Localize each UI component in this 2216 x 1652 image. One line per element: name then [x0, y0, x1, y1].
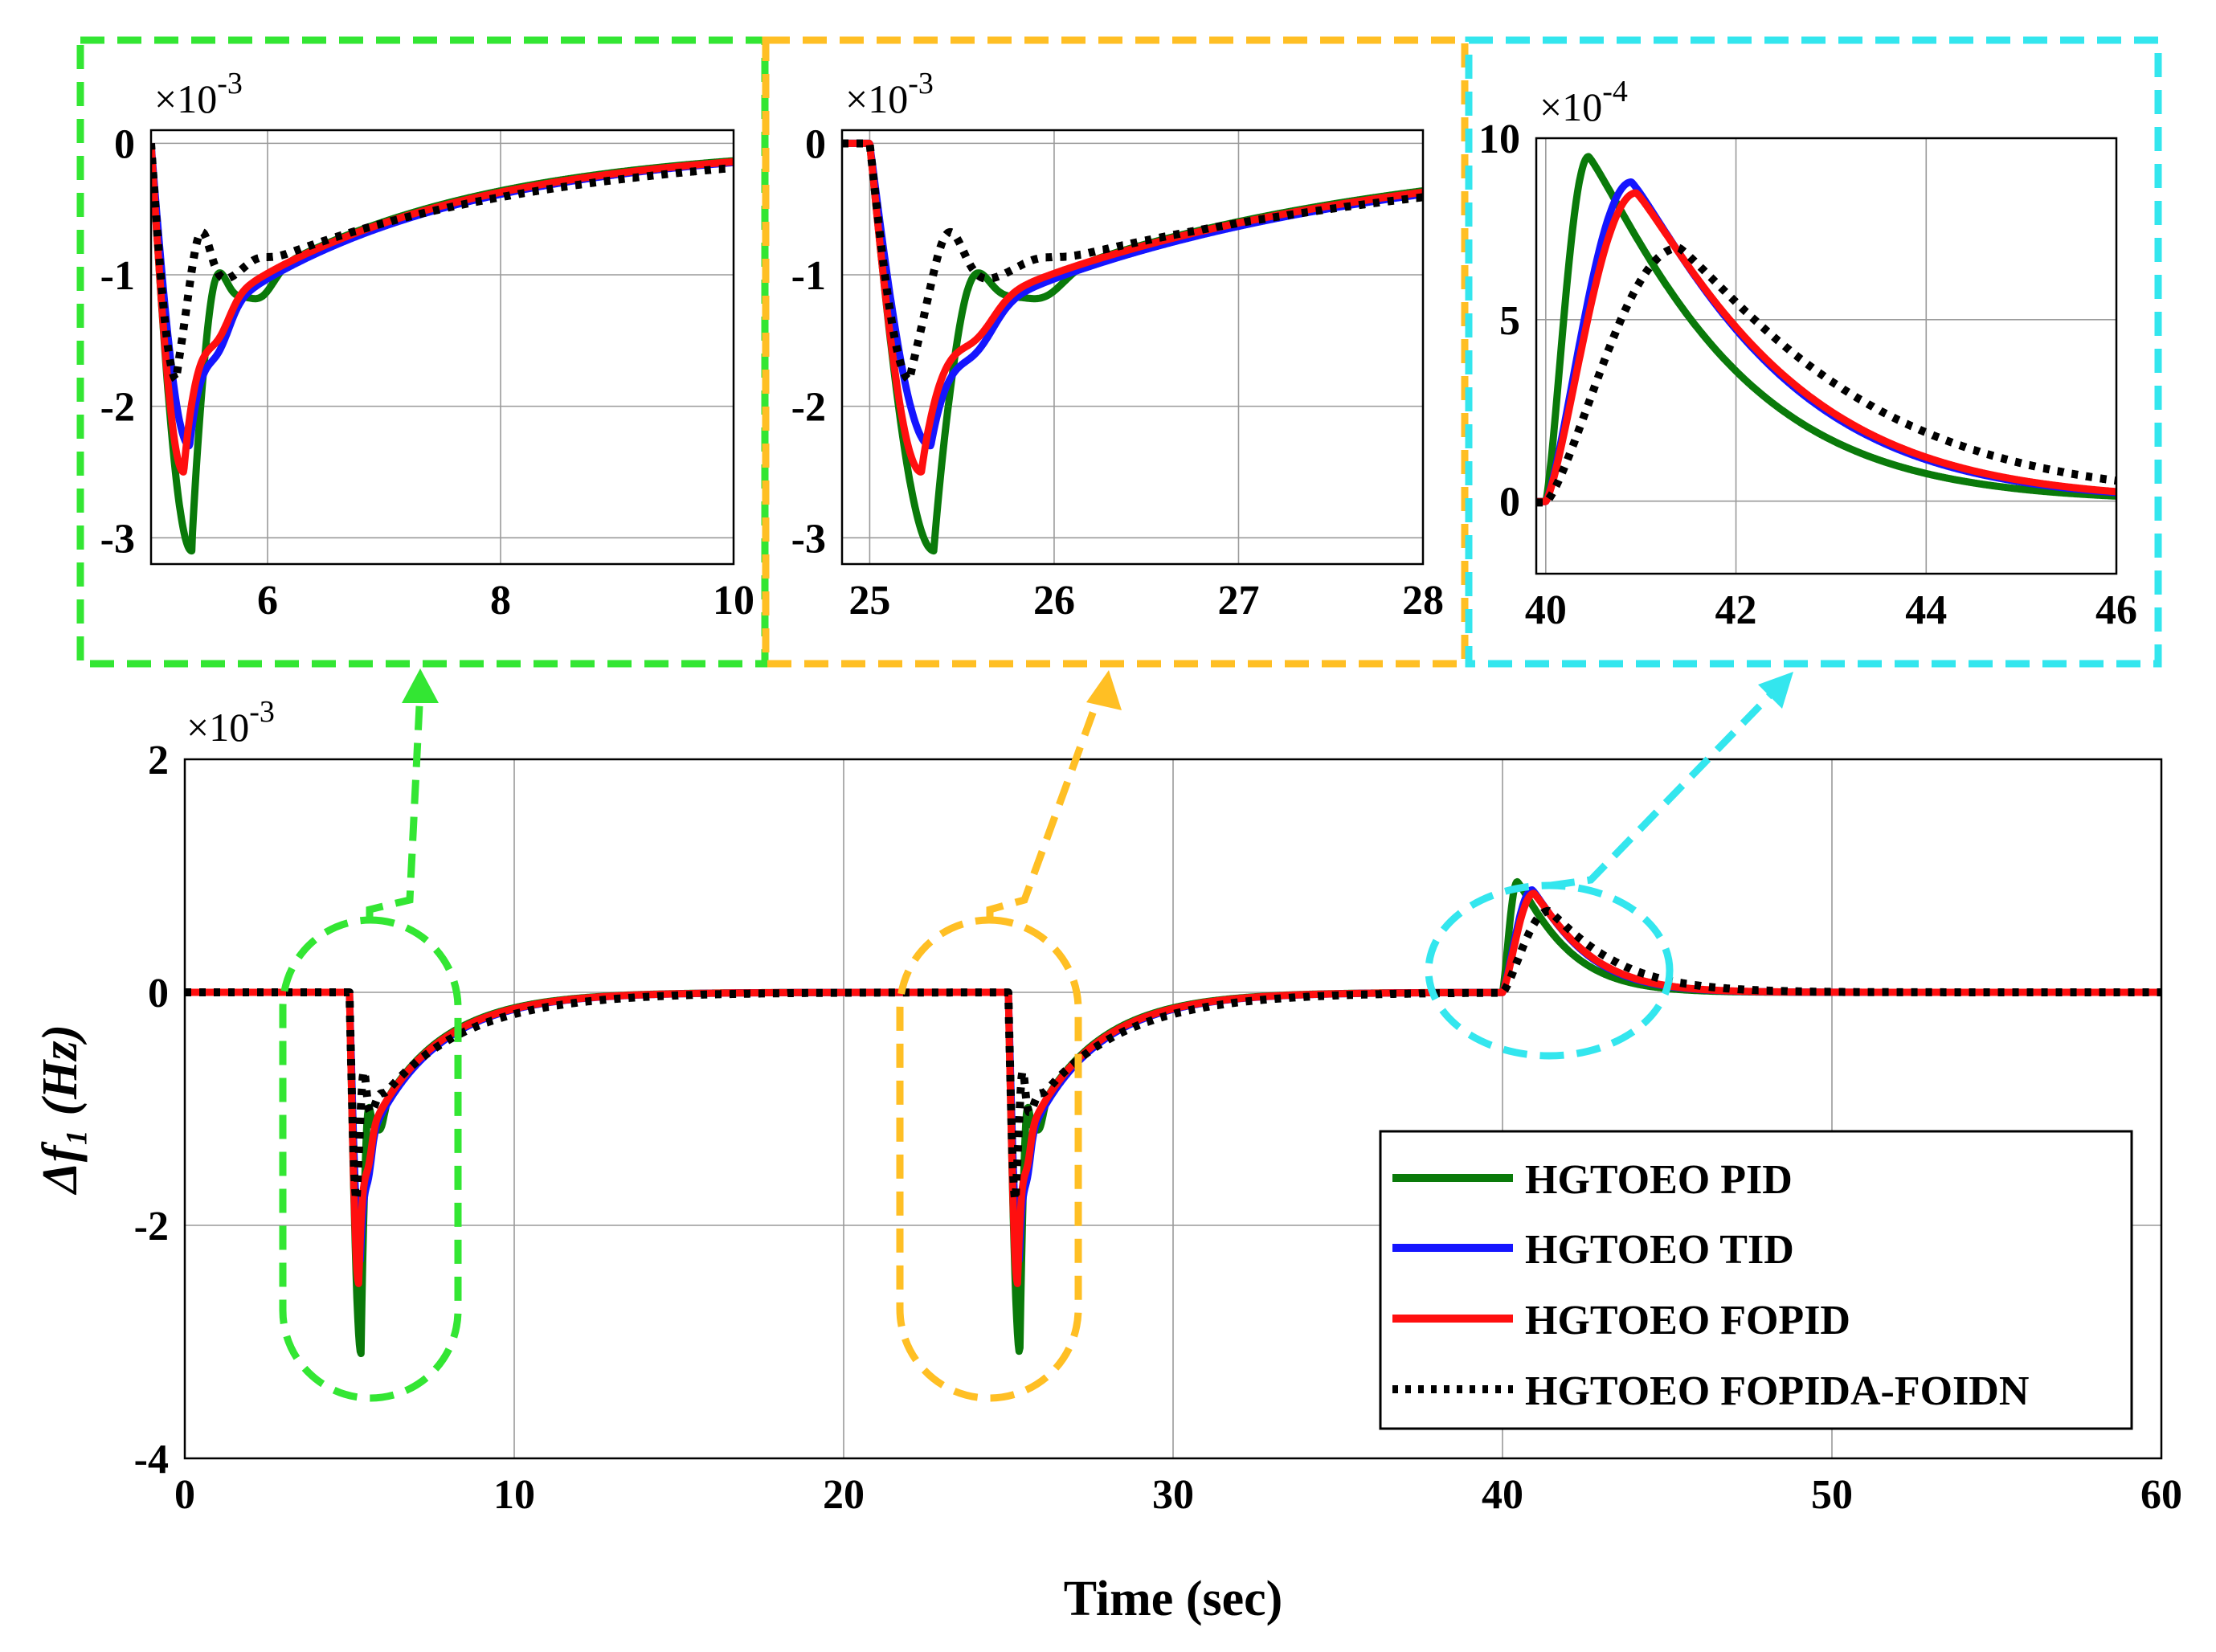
legend-label-fopida: HGTOEO FOPIDA-FOIDN: [1525, 1368, 2029, 1414]
legend: HGTOEO PID HGTOEO TID HGTOEO FOPID HGTOE…: [1379, 1130, 2133, 1430]
main-y-tick-label: -4: [134, 1437, 169, 1482]
zoom1-grid: [151, 130, 734, 564]
zoom1-y-multiplier: ×10-3: [154, 67, 243, 121]
zoom3-x-tick-label: 46: [2095, 587, 2137, 633]
zoom2-x-tick-label: 26: [1033, 578, 1075, 624]
zoom2-plot-frame: [840, 129, 1425, 566]
zoom2-y-multiplier: ×10-3: [845, 67, 934, 121]
zoom-ellipse-cyan: [1425, 881, 1674, 1060]
zoom3-x-tick-label: 40: [1525, 587, 1567, 633]
legend-label-tid: HGTOEO TID: [1525, 1227, 1794, 1273]
zoom1-ticks: 6 8 10 0 -1 -2 -3: [100, 121, 754, 624]
zoom2-y-tick-label: -2: [791, 385, 826, 431]
zoom1-plot-background: [151, 130, 734, 564]
main-x-tick-label: 0: [174, 1472, 195, 1518]
main-x-tick-label: 30: [1152, 1472, 1194, 1518]
zoom3-y-tick-label: 5: [1499, 298, 1520, 344]
zoom2-series-fopida-foidn: [842, 139, 1423, 384]
zoom1-x-tick-label: 6: [257, 578, 278, 624]
zoom2-plot: 25 26 27 28 0 -1 -2 -3 ×10-3: [791, 67, 1444, 624]
zoom3-series-fopida-foidn: [1536, 243, 2116, 507]
zoom1-series: [151, 143, 734, 555]
connector-green: [366, 689, 424, 920]
main-y-tick-label: 2: [148, 738, 169, 783]
zoom2-y-tick-label: -3: [791, 516, 826, 562]
main-series-fopida-foidn: [185, 906, 2161, 1204]
legend-label-pid: HGTOEO PID: [1525, 1157, 1793, 1203]
zoom3-plot: 40 42 44 46 10 5 0 ×10-4: [1478, 75, 2137, 633]
zoom3-ticks: 40 42 44 46 10 5 0: [1478, 117, 2137, 633]
zoom3-y-multiplier: ×10-4: [1539, 75, 1628, 129]
zoom1-series-fopid: [151, 143, 734, 476]
zoom1-series-fopida-foidn: [151, 143, 734, 384]
connector-green-arrowhead-icon: [402, 669, 439, 703]
zoom1-y-tick-label: -1: [100, 253, 135, 299]
connector-cyan: [1550, 686, 1779, 889]
main-x-axis-label: Time (sec): [1064, 1572, 1283, 1626]
zoom3-grid: [1536, 138, 2116, 574]
zoom3-plot-frame: [1535, 137, 2118, 575]
main-x-tick-label: 50: [1811, 1472, 1853, 1518]
zoom2-x-tick-label: 27: [1217, 578, 1259, 624]
zoom2-x-tick-label: 25: [848, 578, 890, 624]
zoom1-x-tick-label: 10: [713, 578, 754, 624]
main-x-tick-label: 60: [2140, 1472, 2182, 1518]
zoom3-series-pid: [1536, 153, 2116, 505]
zoom2-series: [842, 139, 1423, 555]
zoom3-series-fopid: [1536, 189, 2116, 505]
main-x-tick-label: 20: [823, 1472, 865, 1518]
main-ticks: 0 10 20 30 40 50 60 -4 -2 0 2: [134, 738, 2182, 1518]
zoom2-y-tick-label: 0: [805, 121, 826, 167]
zoom-box-cyan: [1465, 36, 2162, 668]
zoom2-series-fopid: [842, 139, 1423, 476]
zoom3-y-tick-label: 0: [1499, 480, 1520, 525]
zoom1-plot-frame: [149, 129, 735, 566]
zoom3-y-tick-label: 10: [1478, 117, 1520, 162]
main-plot-frame: [183, 758, 2163, 1460]
zoom3-x-tick-label: 44: [1905, 587, 1947, 633]
zoom2-x-tick-label: 28: [1402, 578, 1444, 624]
main-x-tick-label: 40: [1482, 1472, 1523, 1518]
zoom1-y-tick-label: -3: [100, 516, 135, 562]
zoom2-ticks: 25 26 27 28 0 -1 -2 -3: [791, 121, 1444, 624]
main-series: [185, 877, 2161, 1357]
connector-orange: [986, 689, 1105, 920]
main-x-tick-label: 10: [493, 1472, 535, 1518]
main-y-tick-label: 0: [148, 971, 169, 1016]
zoom-box-green: [76, 36, 769, 668]
zoom-box-orange: [762, 36, 1469, 668]
main-series-fopid: [185, 889, 2161, 1287]
main-y-axis-label: Δf₁ (Hz): [33, 1024, 88, 1196]
main-y-tick-label: -2: [134, 1204, 169, 1249]
connector-orange-arrowhead-icon: [1086, 670, 1122, 710]
main-y-multiplier: ×10-3: [186, 695, 275, 750]
legend-label-fopid: HGTOEO FOPID: [1525, 1298, 1850, 1343]
connector-cyan-arrowhead-icon: [1758, 672, 1793, 709]
zoom-callouts: [279, 669, 1793, 1402]
zoom2-plot-background: [842, 130, 1423, 564]
zoom1-y-tick-label: 0: [114, 121, 135, 167]
zoom2-y-tick-label: -1: [791, 253, 826, 299]
zoom1-x-tick-label: 8: [490, 578, 511, 624]
zoom3-series: [1536, 153, 2116, 507]
zoom1-y-tick-label: -2: [100, 385, 135, 431]
zoom3-x-tick-label: 42: [1715, 587, 1757, 633]
zoom1-plot: 6 8 10 0 -1 -2 -3 ×10-3: [100, 67, 754, 624]
